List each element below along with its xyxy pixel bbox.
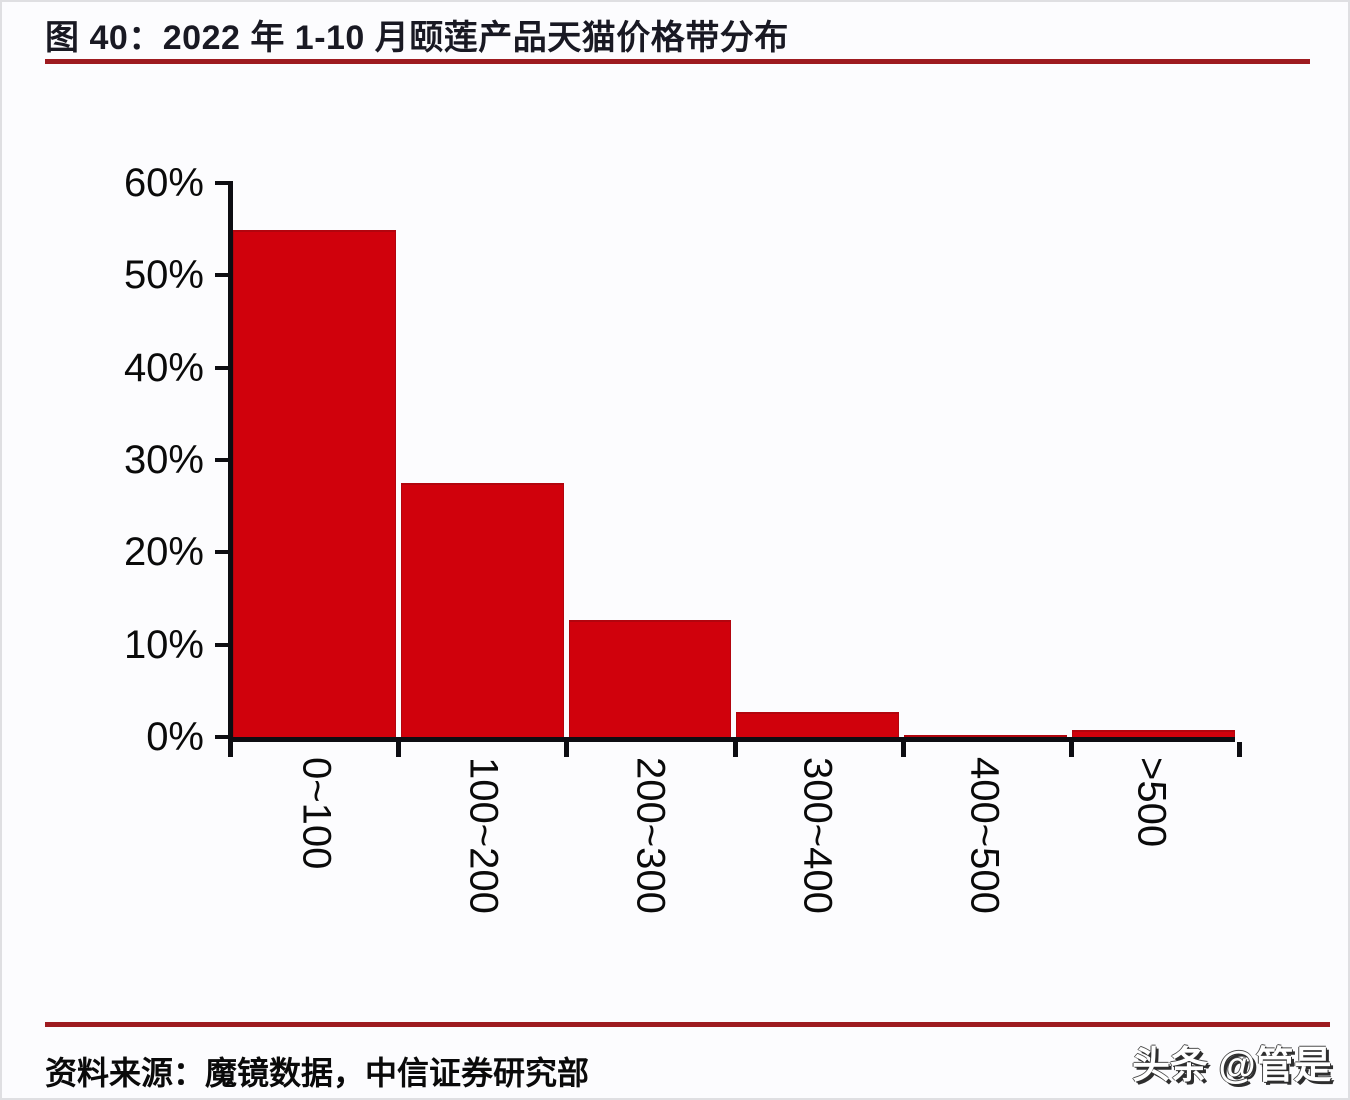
y-tick-40% — [215, 365, 228, 370]
y-tick-label-50%: 50% — [123, 253, 204, 298]
source-note: 资料来源：魔镜数据，中信证券研究部 — [45, 1055, 590, 1091]
x-tick-4 — [900, 742, 906, 757]
y-tick-label-30%: 30% — [123, 438, 204, 482]
y-tick-label-10%: 10% — [123, 622, 204, 667]
x-tick-label-200~300: 200~300 — [628, 757, 673, 914]
y-tick-30% — [215, 458, 228, 462]
x-tick-2 — [564, 742, 570, 757]
x-tick-1 — [396, 742, 402, 757]
x-label-cell: >500 — [1068, 757, 1235, 997]
bar-0~100 — [233, 230, 396, 737]
y-tick-20% — [215, 550, 228, 555]
x-tick-3 — [732, 742, 738, 757]
footer-divider-rule — [45, 1022, 1330, 1027]
x-label-cell: 100~200 — [400, 757, 567, 997]
y-tick-50% — [215, 273, 228, 278]
x-tick-label->500: >500 — [1129, 757, 1174, 848]
x-axis-labels: 0~100 100~200 200~300 300~400 400~500 >500 — [233, 757, 1235, 997]
y-tick-label-40%: 40% — [123, 345, 204, 390]
bar-300~400 — [736, 712, 900, 737]
y-tick-label-20%: 20% — [123, 530, 204, 575]
plot-area — [233, 183, 1235, 737]
x-tick-label-400~500: 400~500 — [962, 757, 1007, 914]
x-tick-6 — [1237, 742, 1242, 757]
y-tick-10% — [215, 642, 228, 647]
bar->500 — [1072, 729, 1235, 737]
y-tick-0% — [215, 735, 228, 739]
x-label-cell: 400~500 — [901, 757, 1068, 997]
y-tick-label-60%: 60% — [123, 161, 204, 205]
y-tick-label-0%: 0% — [146, 715, 204, 759]
x-axis-line — [228, 737, 1235, 742]
x-label-cell: 200~300 — [567, 757, 734, 997]
x-label-cell: 0~100 — [233, 757, 400, 997]
y-axis-line — [228, 181, 233, 742]
watermark: 头条 @管是 — [1132, 1045, 1332, 1087]
bar-400~500 — [904, 735, 1068, 737]
x-label-cell: 300~400 — [734, 757, 901, 997]
x-tick-label-300~400: 300~400 — [795, 757, 840, 914]
figure-title: 图 40：2022 年 1-10 月颐莲产品天猫价格带分布 — [45, 19, 789, 57]
x-tick-label-0~100: 0~100 — [294, 757, 339, 870]
x-tick-label-100~200: 100~200 — [461, 757, 506, 914]
x-tick-5 — [1068, 742, 1074, 757]
bar-100~200 — [400, 483, 564, 737]
y-tick-60% — [215, 181, 228, 185]
x-tick-0 — [228, 742, 233, 757]
title-underline-rule — [45, 59, 1310, 64]
bar-200~300 — [568, 619, 732, 737]
